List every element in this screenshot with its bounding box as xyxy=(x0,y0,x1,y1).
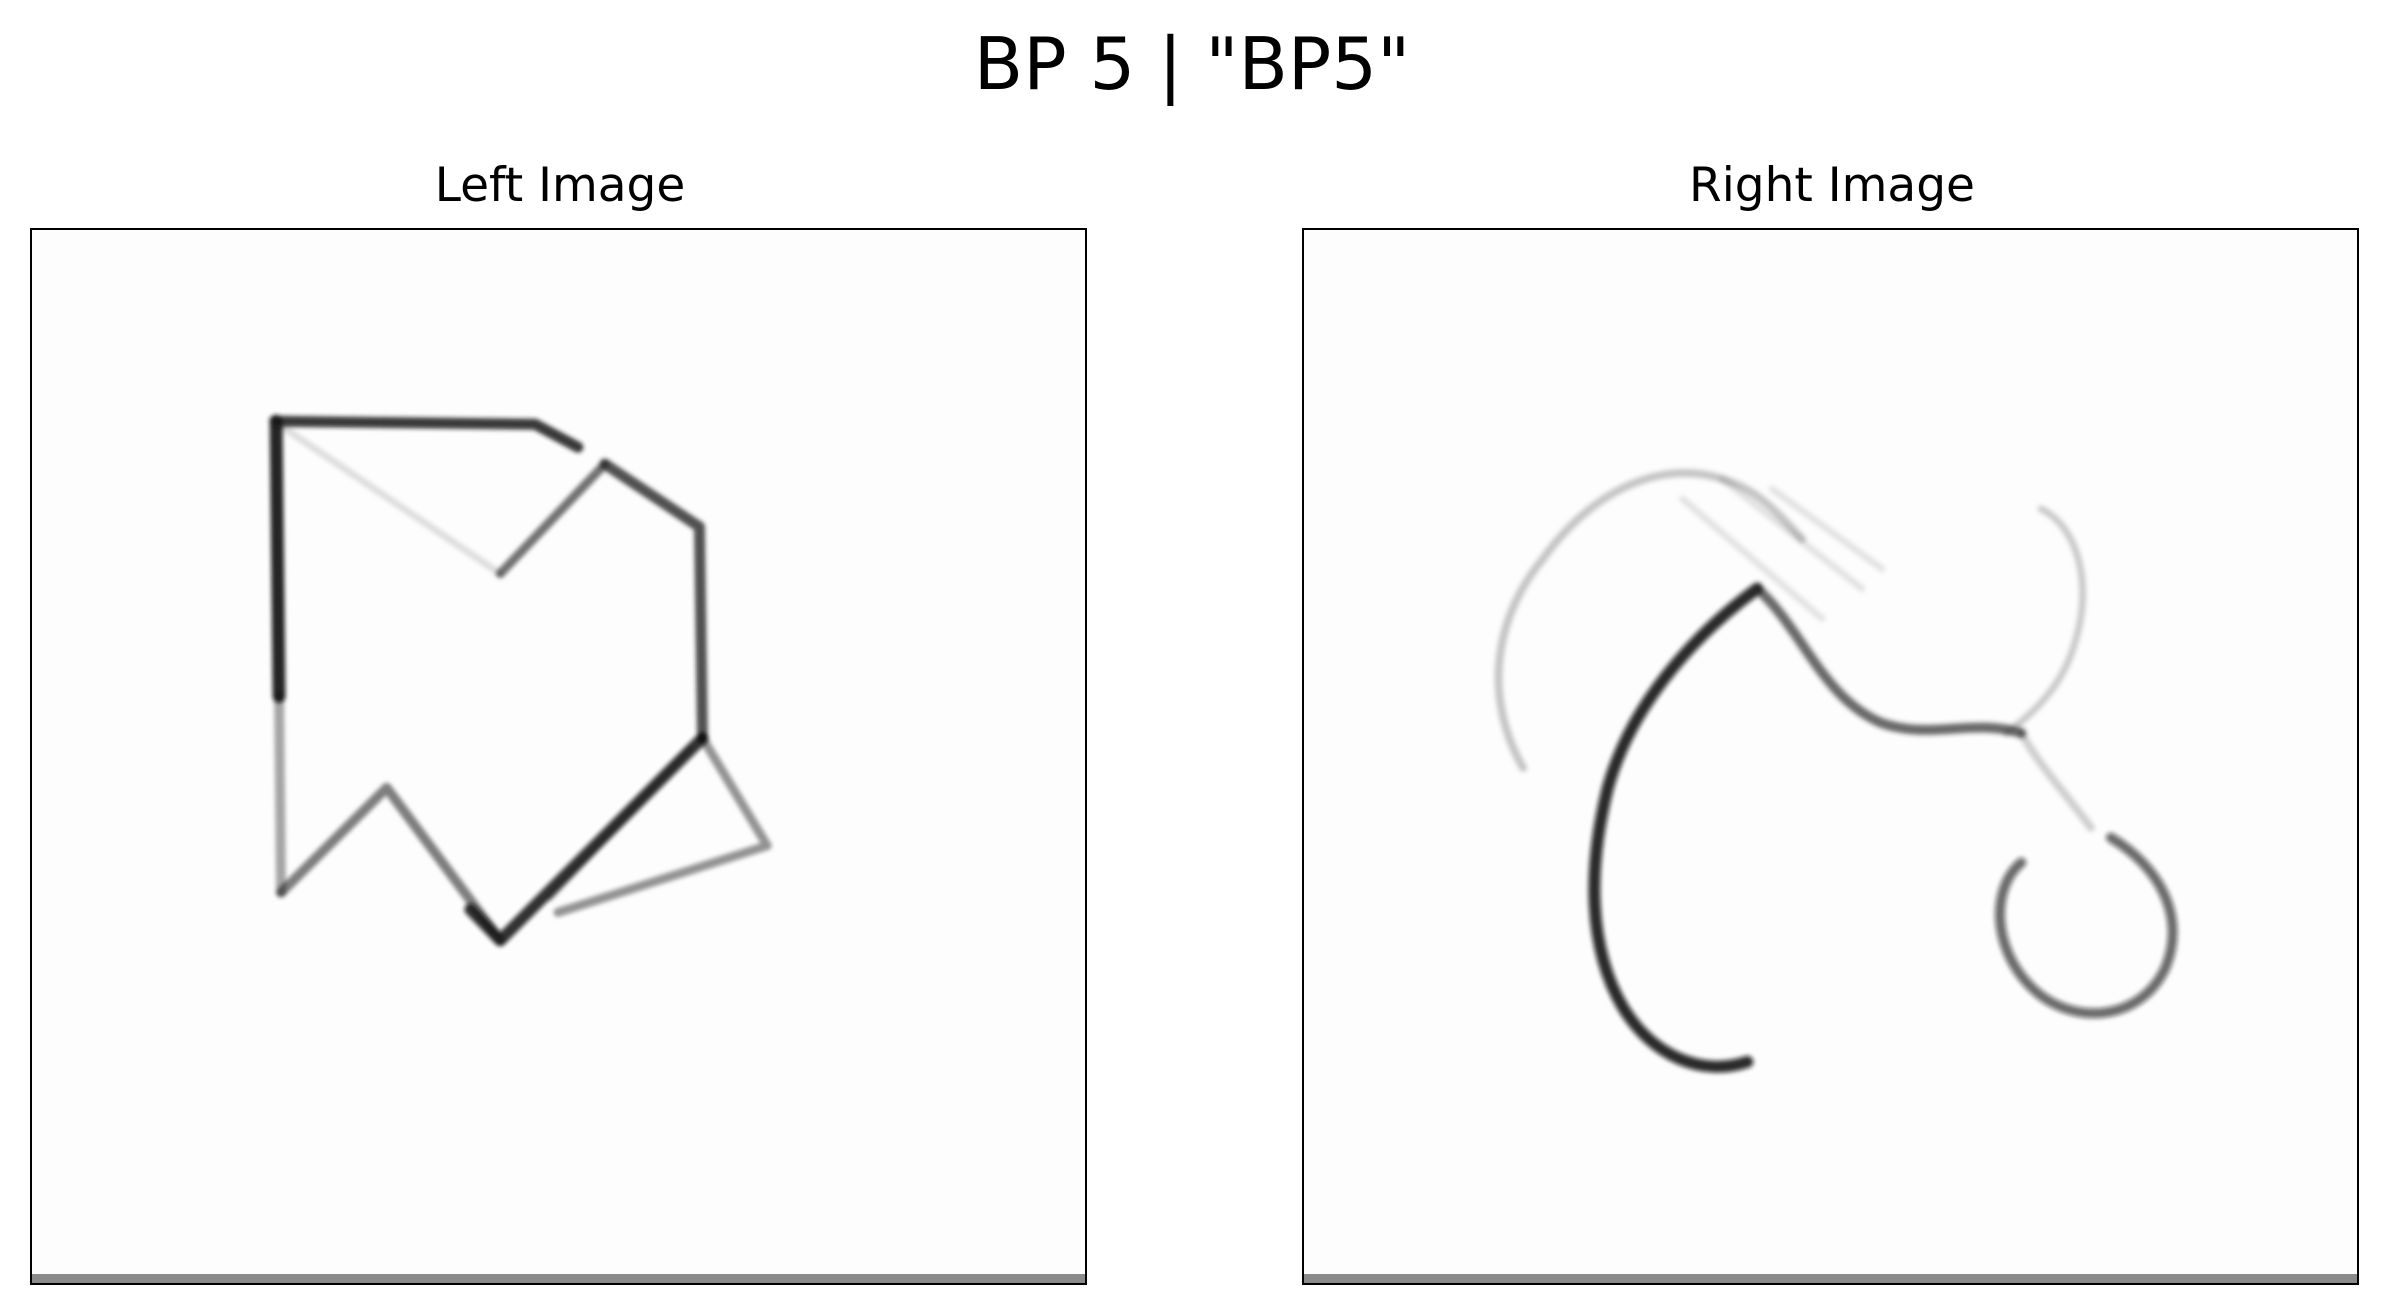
faint-right-arch-stroke xyxy=(2002,505,2087,737)
faint-connector-stroke xyxy=(2017,729,2095,832)
wavy-stroke xyxy=(1752,583,2027,739)
main-curve-stroke xyxy=(1588,582,1764,1073)
overlap-stroke xyxy=(553,733,772,917)
left-panel-bottom-edge xyxy=(32,1274,1085,1283)
left-edge-stroke xyxy=(269,414,286,703)
right-drawing xyxy=(1494,469,2178,1073)
right-image-panel xyxy=(1302,228,2359,1285)
inner-v-stroke xyxy=(495,459,610,579)
bottom-zigzag-stroke xyxy=(276,782,506,946)
left-edge-lower-stroke xyxy=(274,691,287,898)
figure-title: BP 5 | "BP5" xyxy=(973,22,1411,106)
right-edge-stroke xyxy=(599,458,708,744)
right-panel-title: Right Image xyxy=(1689,158,1975,213)
faint-hatch-stroke xyxy=(1679,475,1886,623)
faint-stroke xyxy=(267,415,504,578)
right-panel-bottom-edge xyxy=(1304,1274,2357,1283)
left-panel-title: Left Image xyxy=(434,158,686,213)
top-edge-stroke xyxy=(270,415,584,453)
left-drawing xyxy=(267,414,772,947)
loop-stroke xyxy=(1994,832,2178,1019)
left-image-panel xyxy=(30,228,1087,1285)
overlap-stroke-2 xyxy=(546,744,693,901)
faint-arch-stroke xyxy=(1494,469,1807,772)
